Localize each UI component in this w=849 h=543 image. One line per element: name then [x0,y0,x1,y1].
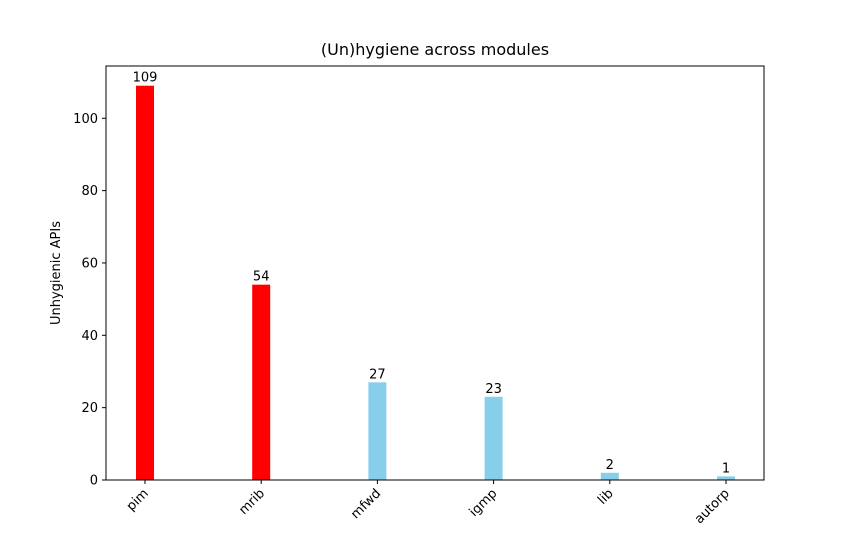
bar-lib [600,472,619,480]
y-tick-label: 20 [81,401,98,416]
value-labels-layer: 109 54 27 23 2 1 [133,71,731,477]
bar-pim [136,85,154,481]
bar-value-label-lib: 2 [606,458,614,473]
y-tick-label: 60 [81,256,98,271]
bar-value-label-pim: 109 [133,71,158,86]
y-tick-label: 80 [81,184,98,199]
bar-value-label-igmp: 23 [485,382,502,397]
bar-value-label-mfwd: 27 [369,367,386,382]
bar-value-label-autorp: 1 [722,461,730,476]
bars-layer [136,85,735,481]
bar-mrib [252,284,271,480]
y-tick-label: 0 [90,474,98,489]
bar-mfwd [368,382,387,480]
bar-igmp [484,396,503,480]
y-axis-label: Unhygienic APIs [49,221,64,325]
bar-autorp [717,476,735,480]
y-axis-ticks: 0 20 40 60 80 100 [73,112,106,489]
plot-area-frame [105,65,765,481]
y-tick-label: 100 [73,112,98,127]
chart-title: (Un)hygiene across modules [321,40,549,59]
bar-value-label-mrib: 54 [253,270,270,285]
y-tick-label: 40 [81,329,98,344]
